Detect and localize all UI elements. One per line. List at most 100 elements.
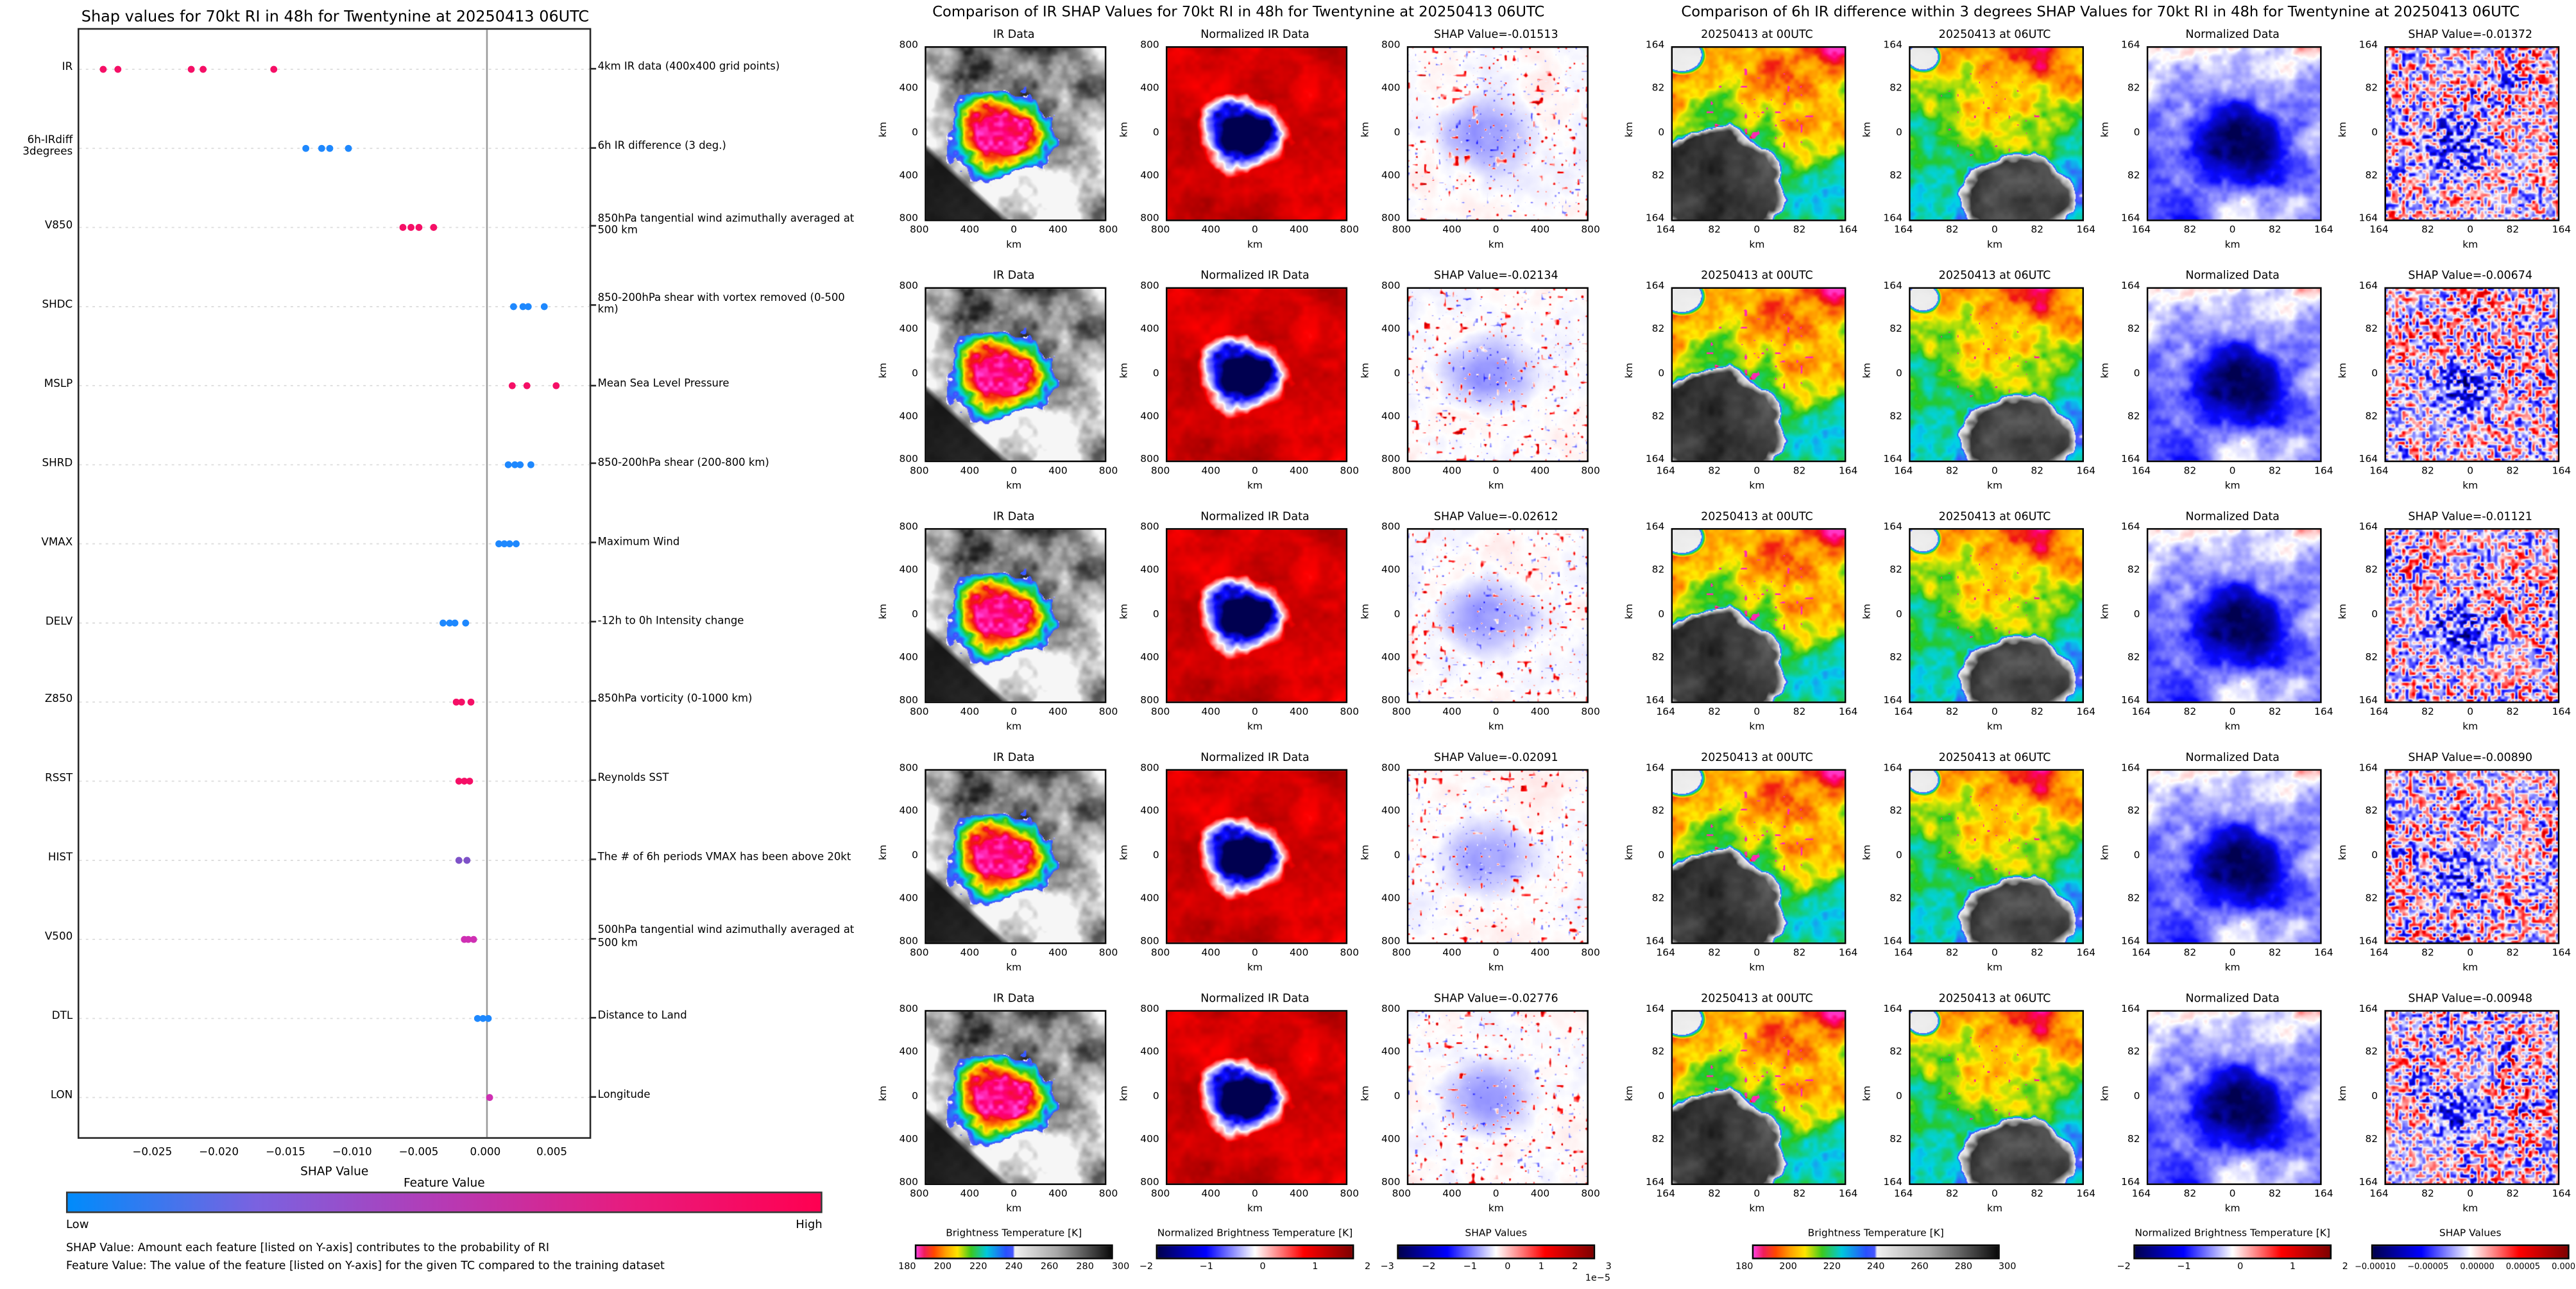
x-tick-labels: 800 400 0 400 800 bbox=[1150, 706, 1360, 718]
ir-shap-map bbox=[1406, 287, 1589, 463]
ir-00utc-map bbox=[1671, 287, 1847, 463]
feature-label: SHRD bbox=[42, 455, 73, 469]
shap-point bbox=[439, 619, 447, 627]
normalized-diff-title: Normalized Data bbox=[2185, 509, 2280, 524]
ir-06utc-map bbox=[1909, 1010, 2085, 1185]
shap-point bbox=[552, 382, 560, 389]
x-tick-label: −0.020 bbox=[199, 1145, 239, 1159]
shap-point bbox=[399, 224, 407, 231]
ir-00utc-title: 20250413 at 00UTC bbox=[1701, 751, 1813, 764]
shap-point bbox=[457, 698, 465, 706]
colorbar-title: Normalized Brightness Temperature [K] bbox=[2135, 1227, 2330, 1240]
feature-annotation: 850hPa tangential wind azimuthally avera… bbox=[589, 212, 859, 239]
y-axis-label: km bbox=[1624, 844, 1636, 860]
footnote-feature-value: Feature Value: The value of the feature … bbox=[65, 1259, 665, 1273]
feature-annotation: 850hPa vorticity (0-1000 km) bbox=[589, 693, 859, 707]
x-axis-label: km bbox=[1247, 480, 1263, 492]
shap-point bbox=[516, 461, 524, 468]
colorbar-offset-label: 1e−5 bbox=[1585, 1274, 1611, 1285]
normalized-ir-data-title: Normalized IR Data bbox=[1200, 509, 1309, 524]
y-axis-label: km bbox=[1861, 363, 1873, 379]
y-axis-label: km bbox=[1360, 1086, 1372, 1102]
ir-06utc-map bbox=[1909, 769, 2085, 944]
x-tick-labels: 800 400 0 400 800 bbox=[1392, 465, 1600, 477]
colorbar bbox=[2133, 1244, 2332, 1259]
y-axis-label: km bbox=[1360, 604, 1372, 620]
ir-data-title: IR Data bbox=[993, 991, 1035, 1005]
y-tick-labels: 800 400 0 400 800 bbox=[1140, 39, 1159, 225]
x-tick-labels: 164 82 0 82 164 bbox=[1656, 1188, 1858, 1200]
diff-shap-map bbox=[2384, 46, 2560, 221]
y-tick-labels: 164 82 0 82 164 bbox=[1883, 762, 1902, 948]
diff-shap-map bbox=[2384, 287, 2560, 463]
feature-annotation: 500hPa tangential wind azimuthally avera… bbox=[589, 923, 859, 951]
y-tick-labels: 800 400 0 400 800 bbox=[899, 762, 918, 948]
feature-label: LON bbox=[50, 1088, 73, 1102]
shap-point bbox=[467, 698, 475, 706]
ir-06utc-map bbox=[1909, 287, 2085, 463]
x-axis-label: km bbox=[1749, 721, 1765, 733]
feature-label: RSST bbox=[45, 771, 73, 785]
shap-point bbox=[465, 935, 472, 943]
y-axis-label: km bbox=[1861, 604, 1873, 620]
shap-point bbox=[446, 619, 454, 627]
x-tick-labels: 164 82 0 82 164 bbox=[2369, 465, 2572, 477]
colorbar-tick-labels: −2 −1 0 1 2 bbox=[1139, 1262, 1371, 1273]
colorbar bbox=[1156, 1244, 1354, 1259]
shap-point bbox=[470, 935, 477, 943]
y-axis-label: km bbox=[877, 844, 889, 860]
shap-point bbox=[187, 65, 195, 73]
feature-label: HIST bbox=[47, 851, 73, 865]
ir-data-title: IR Data bbox=[993, 751, 1035, 764]
y-tick-labels: 800 400 0 400 800 bbox=[1381, 762, 1401, 948]
shap-point bbox=[415, 224, 423, 231]
shap-point bbox=[345, 144, 352, 152]
x-tick-labels: 800 400 0 400 800 bbox=[1392, 1188, 1600, 1200]
feature-annotation: Maximum Wind bbox=[589, 534, 859, 549]
shap-point bbox=[513, 540, 520, 547]
normalized-ir-data-title: Normalized IR Data bbox=[1200, 991, 1309, 1005]
normalized-ir-data-map bbox=[1166, 46, 1348, 221]
colorbar bbox=[1397, 1244, 1596, 1259]
x-axis-label: km bbox=[1488, 962, 1504, 974]
y-tick-labels: 800 400 0 400 800 bbox=[1381, 280, 1401, 466]
ir-data-title: IR Data bbox=[993, 269, 1035, 282]
feature-annotation: Longitude bbox=[589, 1088, 859, 1102]
shap-point bbox=[484, 1014, 492, 1022]
y-axis-label: km bbox=[2337, 844, 2350, 860]
shap-point bbox=[500, 540, 508, 547]
shap-point bbox=[326, 144, 334, 152]
colorbar-title: Brightness Temperature [K] bbox=[1807, 1227, 1944, 1240]
ir-00utc-map bbox=[1671, 528, 1847, 703]
normalized-diff-map bbox=[2146, 1010, 2322, 1185]
x-tick-labels: 164 82 0 82 164 bbox=[1656, 947, 1858, 959]
feature-label: DELV bbox=[45, 613, 73, 627]
x-axis-label: km bbox=[2462, 480, 2478, 492]
x-tick-labels: 164 82 0 82 164 bbox=[2131, 947, 2333, 959]
shap-point bbox=[523, 382, 531, 389]
x-axis-label: km bbox=[1987, 962, 2003, 974]
shap-point bbox=[452, 698, 460, 706]
shap-scatter bbox=[79, 30, 590, 1138]
y-axis-label: km bbox=[2099, 121, 2111, 137]
x-tick-labels: 800 400 0 400 800 bbox=[910, 947, 1118, 959]
x-tick-labels: 800 400 0 400 800 bbox=[1392, 706, 1600, 718]
y-axis-label: km bbox=[1624, 121, 1636, 137]
shap-point bbox=[462, 619, 470, 627]
x-tick-labels: 164 82 0 82 164 bbox=[2131, 465, 2333, 477]
ir-06utc-title: 20250413 at 06UTC bbox=[1938, 269, 2051, 282]
y-axis-label: km bbox=[2337, 604, 2350, 620]
diff-shap-map bbox=[2384, 1010, 2560, 1185]
x-axis-label: km bbox=[2462, 721, 2478, 733]
y-axis-label: km bbox=[877, 1086, 889, 1102]
y-tick-labels: 164 82 0 82 164 bbox=[2358, 280, 2378, 466]
shap-point bbox=[270, 65, 278, 73]
x-axis-label: km bbox=[2462, 1203, 2478, 1215]
y-axis-label: km bbox=[2337, 363, 2350, 379]
y-axis-label: km bbox=[1861, 1086, 1873, 1102]
y-axis-label: km bbox=[1624, 1086, 1636, 1102]
x-axis-label: km bbox=[1488, 480, 1504, 492]
normalized-ir-data-title: Normalized IR Data bbox=[1200, 28, 1309, 42]
